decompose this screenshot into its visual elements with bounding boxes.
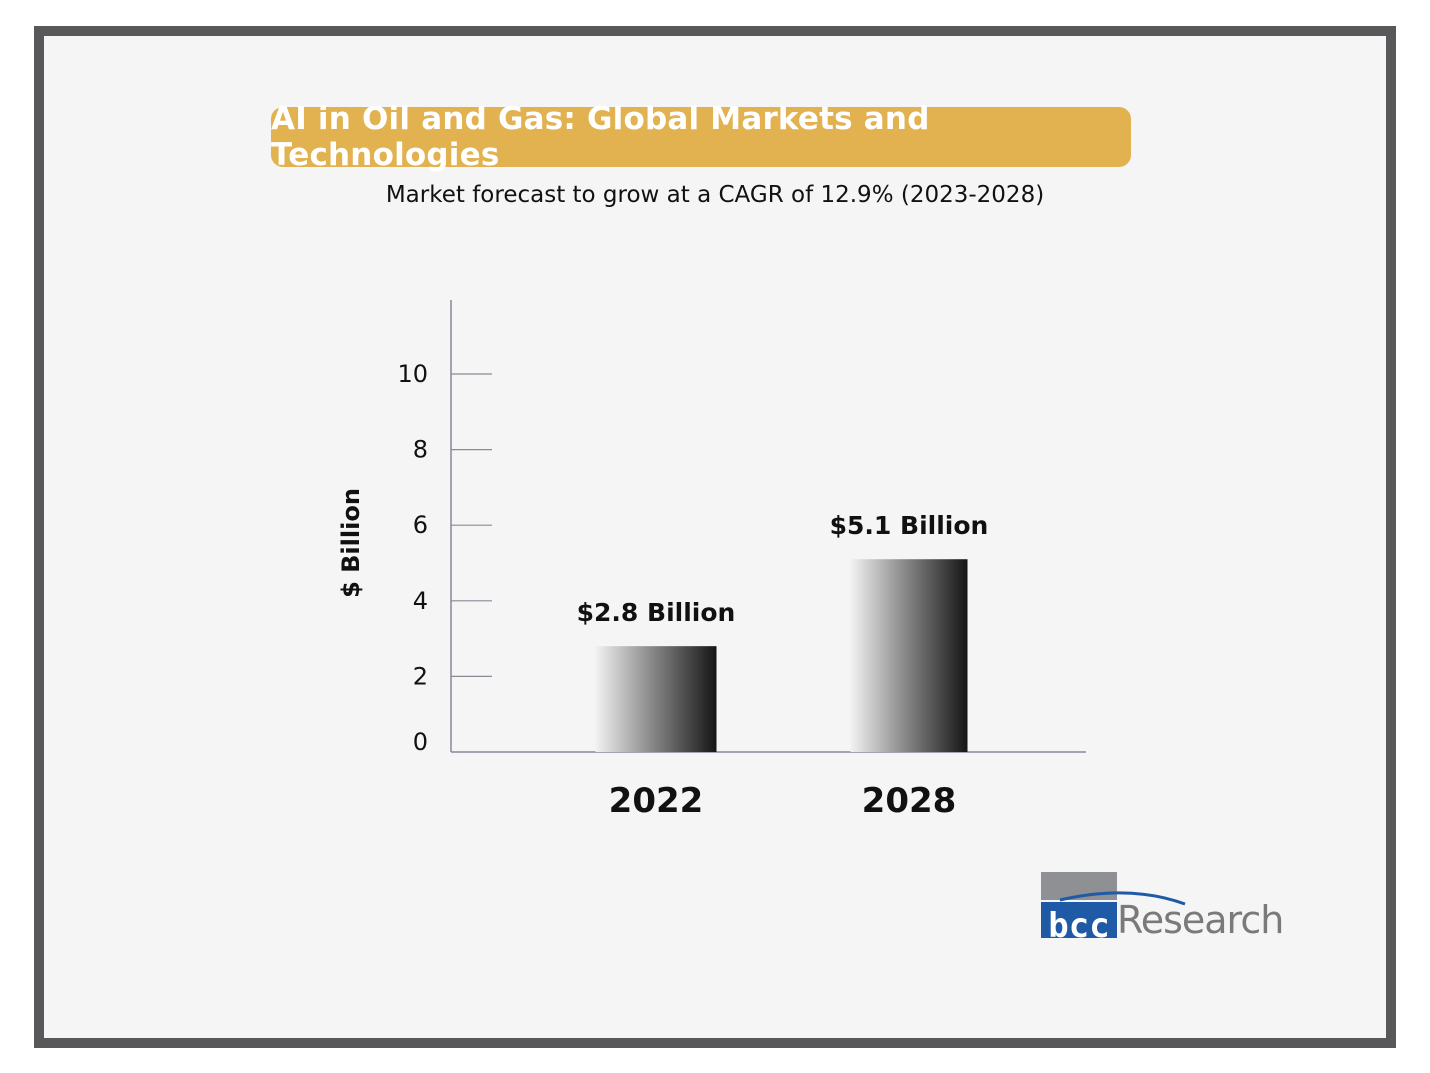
x-tick-label-2028: 2028	[862, 781, 957, 821]
bar-2028	[850, 559, 968, 752]
chart-axes: 0 2 4 6 8 10	[397, 300, 1086, 756]
data-label-2028: $5.1 Billion	[830, 511, 989, 540]
title-banner: AI in Oil and Gas: Global Markets and Te…	[271, 101, 1131, 173]
chart-labels: $2.8 Billion 2022 $5.1 Billion 2028	[577, 511, 989, 821]
y-tick-label: 2	[413, 662, 428, 690]
y-tick-label: 4	[413, 587, 428, 615]
logo-word-text: Research	[1117, 898, 1284, 942]
x-tick-label-2022: 2022	[609, 781, 704, 821]
bcc-research-logo: bcc	[1041, 872, 1186, 945]
logo-swoosh	[1059, 891, 1186, 906]
y-tick-label: 10	[397, 360, 428, 388]
chart-subtitle: Market forecast to grow at a CAGR of 12.…	[385, 182, 1045, 208]
logo-mark-text: bcc	[1048, 906, 1109, 945]
y-tick-label: 0	[413, 728, 428, 756]
data-label-2022: $2.8 Billion	[577, 598, 736, 627]
chart-frame	[34, 26, 1396, 1048]
bar-2022	[595, 646, 717, 752]
chart-title: AI in Oil and Gas: Global Markets and Te…	[271, 101, 930, 173]
chart-bars	[595, 559, 968, 752]
y-tick-label: 8	[413, 436, 428, 464]
logo-blue-block	[1041, 902, 1117, 938]
y-tick-label: 6	[413, 511, 428, 539]
